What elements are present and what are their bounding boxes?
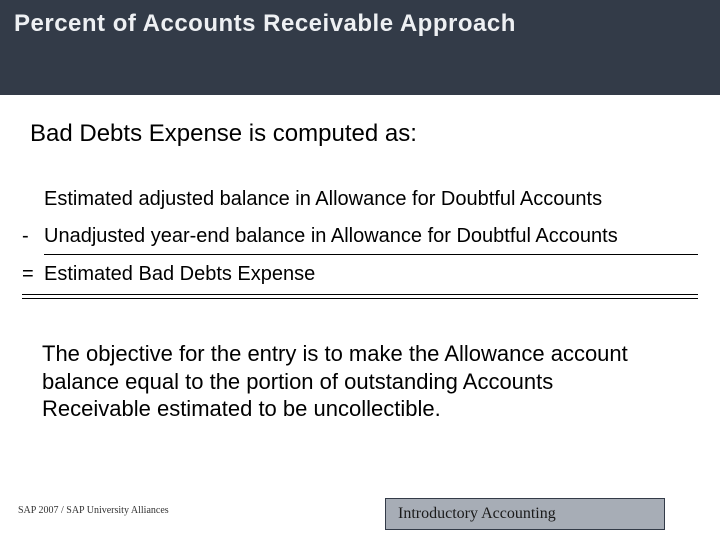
calc-line-3: = Estimated Bad Debts Expense (22, 255, 698, 292)
calc-text-1: Estimated adjusted balance in Allowance … (44, 188, 698, 211)
calc-line-2: - Unadjusted year-end balance in Allowan… (22, 217, 698, 254)
minus-sign: - (22, 225, 44, 248)
objective-text: The objective for the entry is to make t… (42, 340, 652, 423)
title-underline (0, 45, 720, 48)
rule-double (22, 294, 698, 299)
slide-title: Percent of Accounts Receivable Approach (14, 10, 516, 38)
calc-text-2: Unadjusted year-end balance in Allowance… (44, 225, 698, 248)
calc-text-3: Estimated Bad Debts Expense (44, 263, 698, 286)
equals-sign: = (22, 263, 44, 286)
calculation-block: Estimated adjusted balance in Allowance … (22, 180, 698, 299)
intro-text: Bad Debts Expense is computed as: (30, 120, 417, 148)
footer-left: SAP 2007 / SAP University Alliances (18, 505, 169, 516)
slide: Percent of Accounts Receivable Approach … (0, 0, 720, 540)
calc-line-1: Estimated adjusted balance in Allowance … (22, 180, 698, 217)
footer-right-text: Introductory Accounting (398, 505, 556, 523)
footer-box: Introductory Accounting (385, 498, 665, 530)
